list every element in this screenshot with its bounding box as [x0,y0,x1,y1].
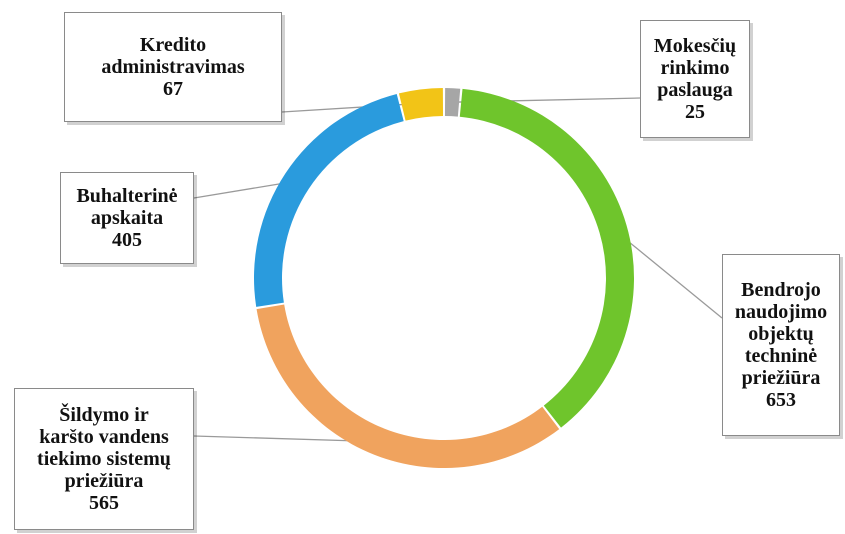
slice-kredito [398,88,444,121]
callout-buhalterine: Buhalterinė apskaita 405 [60,172,194,264]
slice-value-bendrojo: 653 [766,389,796,411]
callout-mokesciu: Mokesčių rinkimo paslauga 25 [640,20,750,138]
slice-label-sildymo: Šildymo ir karšto vandens tiekimo sistem… [37,404,171,492]
slice-value-sildymo: 565 [89,492,119,514]
slice-label-bendrojo: Bendrojo naudojimo objektų techninė prie… [734,279,828,389]
slice-label-mokesciu: Mokesčių rinkimo paslauga [653,35,737,101]
callout-bendrojo: Bendrojo naudojimo objektų techninė prie… [722,254,840,436]
slice-label-kredito: Kredito administravimas [101,34,245,78]
slice-value-mokesciu: 25 [685,101,705,123]
donut-slices [254,88,635,468]
callout-sildymo: Šildymo ir karšto vandens tiekimo sistem… [14,388,194,530]
leader-line-bendrojo [612,228,723,319]
callout-kredito: Kredito administravimas 67 [64,12,282,122]
leader-line-kredito [281,102,423,113]
slice-value-kredito: 67 [163,78,183,100]
slice-mokesciu [444,88,461,117]
slice-label-buhalterine: Buhalterinė apskaita [76,185,178,229]
slice-bendrojo [459,88,635,428]
slice-sildymo [256,304,560,468]
slice-value-buhalterine: 405 [112,229,142,251]
slice-buhalterine [254,93,404,307]
